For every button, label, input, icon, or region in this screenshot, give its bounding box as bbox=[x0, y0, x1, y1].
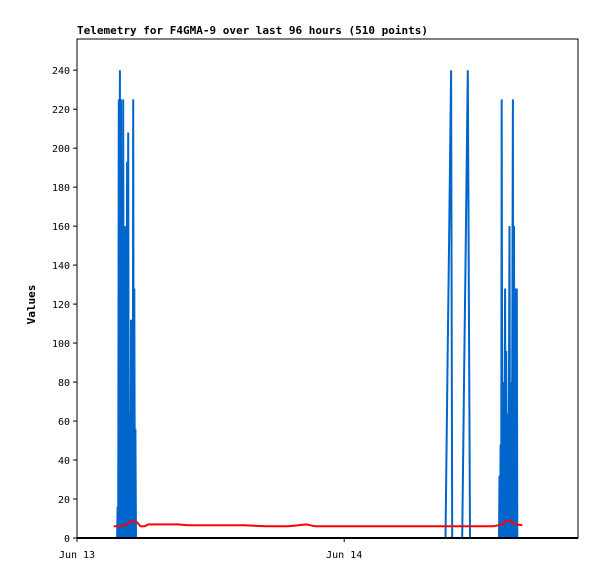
y-tick-label: 200 bbox=[52, 144, 70, 155]
y-tick-label: 100 bbox=[52, 339, 70, 350]
y-tick-label: 0 bbox=[64, 534, 70, 545]
y-tick-label: 80 bbox=[58, 378, 70, 389]
series-line-1 bbox=[116, 70, 519, 539]
y-tick-label: 120 bbox=[52, 300, 70, 311]
series-layer bbox=[77, 70, 578, 539]
chart-title: Telemetry for F4GMA-9 over last 96 hours… bbox=[77, 24, 428, 37]
y-tick-label: 220 bbox=[52, 105, 70, 116]
y-tick-label: 140 bbox=[52, 261, 70, 272]
x-tick-label: Jun 13 bbox=[59, 550, 95, 561]
y-axis-label: Values bbox=[25, 285, 38, 325]
axis-layer: 0 20 40 60 80 100 120 140 160 180 200 220 240 Jun 13 J… bbox=[52, 66, 362, 561]
y-tick-label: 240 bbox=[52, 66, 70, 77]
series-line-2 bbox=[113, 519, 523, 528]
y-tick-label: 160 bbox=[52, 222, 70, 233]
y-tick-label: 180 bbox=[52, 183, 70, 194]
y-tick-label: 20 bbox=[58, 495, 70, 506]
x-tick-label: Jun 14 bbox=[326, 550, 362, 561]
y-tick-label: 40 bbox=[58, 456, 70, 467]
y-tick-label: 60 bbox=[58, 417, 70, 428]
